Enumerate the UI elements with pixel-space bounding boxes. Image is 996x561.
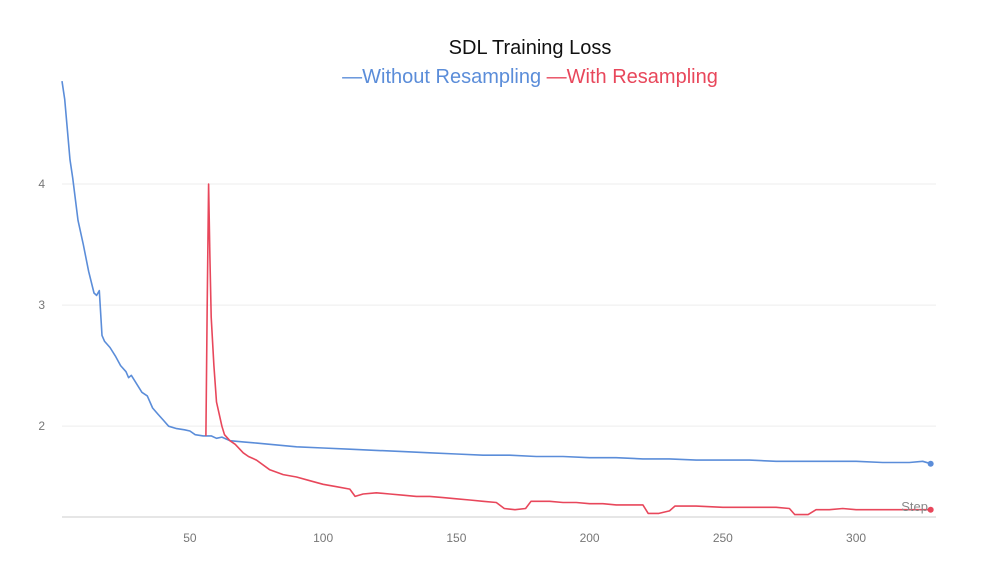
legend-entries: —Without Resampling —With Resampling (342, 66, 718, 88)
y-tick-label: 3 (38, 298, 45, 312)
x-tick-label: 200 (580, 531, 600, 545)
y-tick-label: 4 (38, 177, 45, 191)
legend-entry-0: —Without Resampling (342, 66, 541, 88)
x-tick-label: 50 (183, 531, 197, 545)
grid-lines (62, 183, 936, 427)
legend: —Without Resampling —With Resampling (342, 66, 718, 88)
chart-title: SDL Training Loss (449, 37, 612, 59)
series-line-0 (61, 80, 931, 465)
x-tick-label: 100 (313, 531, 333, 545)
y-axis-ticks: 2 3 4 (38, 177, 45, 433)
x-tick-label: 250 (713, 531, 733, 545)
x-tick-label: 150 (446, 531, 466, 545)
x-tick-label: 300 (846, 531, 866, 545)
series-end-marker-1 (927, 506, 934, 513)
legend-entry-1: —With Resampling (541, 66, 718, 88)
x-axis-label: Step (901, 499, 928, 514)
series-line-1 (205, 183, 931, 516)
x-axis-ticks: 50 100 150 200 250 300 (183, 531, 866, 545)
series-end-marker-0 (927, 460, 934, 467)
series-lines (61, 80, 934, 516)
y-tick-label: 2 (38, 419, 45, 433)
